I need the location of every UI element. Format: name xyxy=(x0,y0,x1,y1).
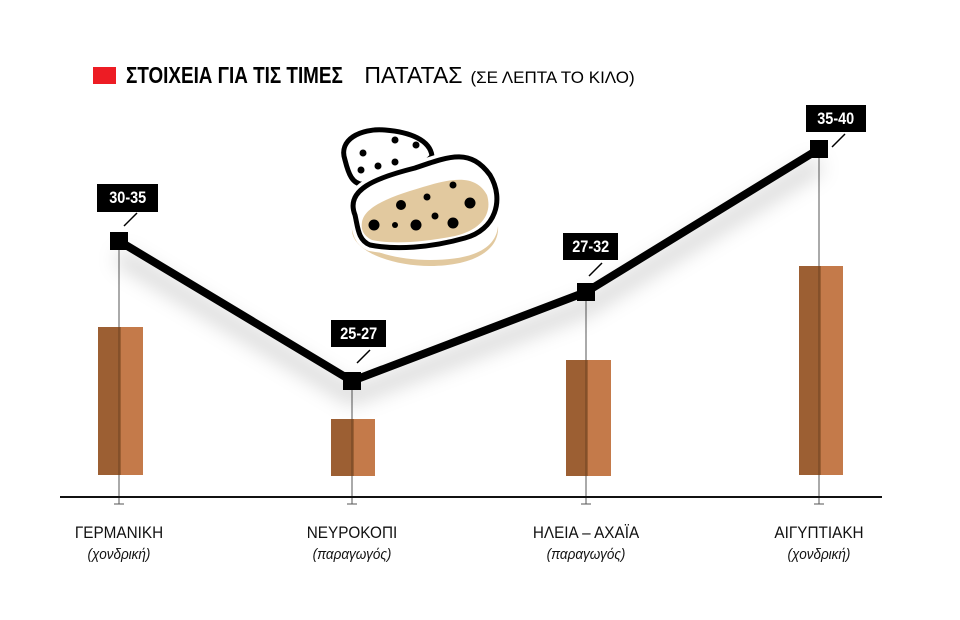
category-label-ileia-achaia: ΗΛΕΙΑ – ΑΧΑΪΑ (παραγωγός) xyxy=(532,523,640,563)
line-shadow xyxy=(115,158,823,404)
value-label-nevrokopi: 25-27 xyxy=(331,320,386,347)
marker-ileia-achaia xyxy=(577,283,595,301)
title-bold-text: ΣΤΟΙΧΕΙΑ ΓΙΑ ΤΙΣ ΤΙΜΕΣ xyxy=(126,61,343,88)
bar-nevrokopi xyxy=(331,419,375,476)
marker-nevrokopi xyxy=(343,372,361,390)
marker-germaniki xyxy=(110,232,128,250)
chart-title: ΣΤΟΙΧΕΙΑ ΓΙΑ ΤΙΣ ΤΙΜΕΣ ΠΑΤΑΤΑΣ (ΣΕ ΛΕΠΤΑ… xyxy=(93,60,635,90)
marker-aigyptiaki xyxy=(810,140,828,158)
category-label-germaniki: ΓΕΡΜΑΝΙΚΗ (χονδρική) xyxy=(74,523,164,563)
value-label-germaniki: 30-35 xyxy=(97,184,158,212)
label-leaders xyxy=(123,133,846,364)
potato-icon xyxy=(341,127,503,266)
price-line xyxy=(116,145,822,386)
title-light-text: ΠΑΤΑΤΑΣ xyxy=(364,61,463,88)
line-markers xyxy=(110,140,828,390)
category-label-nevrokopi: ΝΕΥΡΟΚΟΠΙ (παραγωγός) xyxy=(306,523,398,563)
title-accent-square xyxy=(93,66,116,84)
bar-aigyptiaki xyxy=(799,266,843,475)
title-unit-text: (ΣΕ ΛΕΠΤΑ ΤΟ ΚΙΛΟ) xyxy=(470,67,635,87)
category-label-aigyptiaki: ΑΙΓΥΠΤΙΑΚΗ (χονδρική) xyxy=(774,523,864,563)
value-label-ileia-achaia: 27-32 xyxy=(563,233,618,260)
value-label-aigyptiaki: 35-40 xyxy=(806,105,866,132)
bar-germaniki xyxy=(98,327,143,475)
bar-ileia-achaia xyxy=(566,360,611,476)
